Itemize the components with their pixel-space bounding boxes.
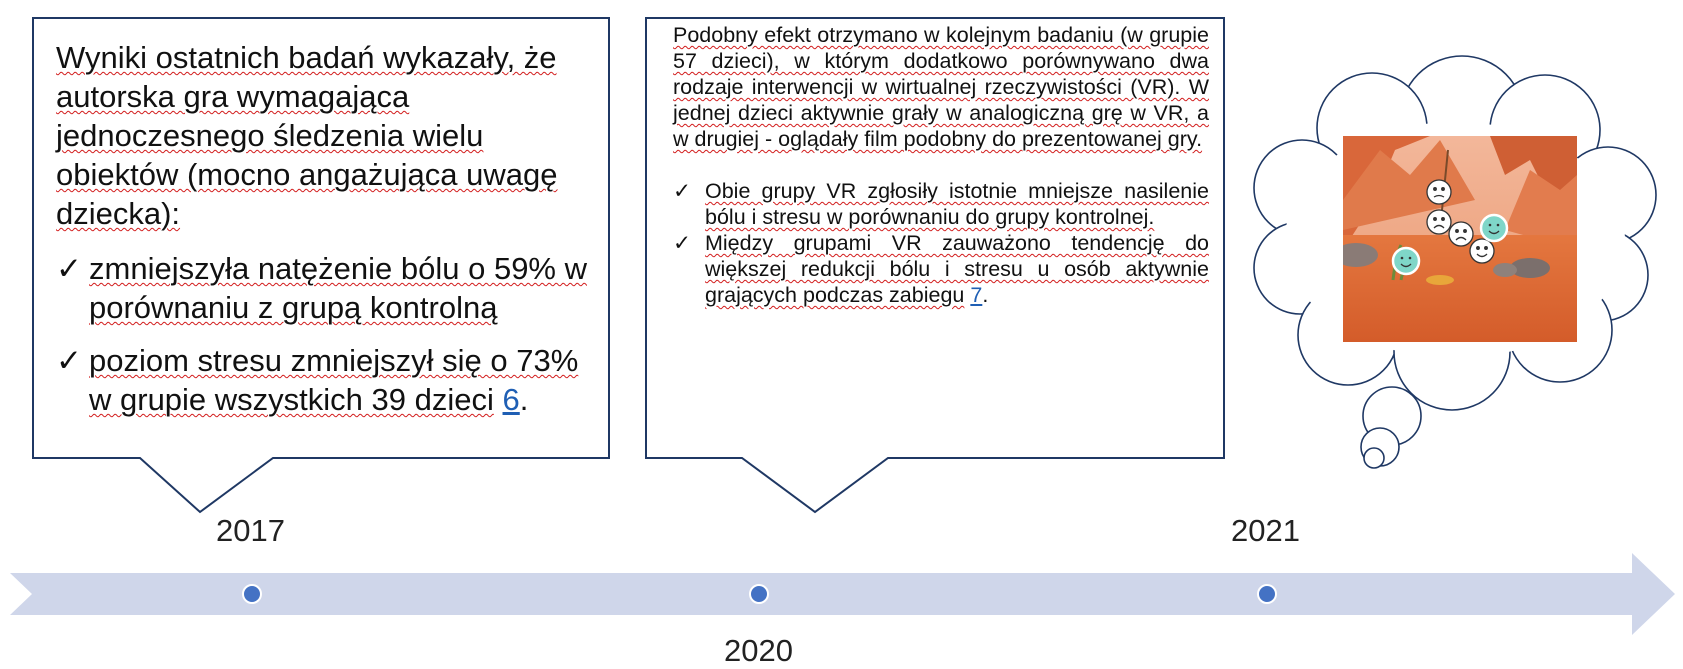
timeline-dot-2017 — [242, 584, 262, 604]
left-bullet-2-suffix: . — [519, 382, 529, 417]
smiling-face-icon — [1391, 246, 1421, 276]
middle-bullet-2-text: Między grupami VR zauważono tendencję do… — [705, 231, 1209, 307]
sad-face-icon — [1426, 209, 1452, 235]
checkmark-icon: ✓ — [673, 231, 692, 255]
smiling-face-icon — [1479, 213, 1509, 243]
smiling-face-icon — [1469, 238, 1495, 264]
middle-bullet-1-text: Obie grupy VR zgłosiły istotnie mniejsze… — [705, 179, 1209, 229]
left-bullet-1-text: zmniejszyła natężenie bólu o 59% w porów… — [89, 251, 587, 325]
callout-text-left: Wyniki ostatnich badań wykazały, że auto… — [56, 38, 596, 433]
callout-box-left — [32, 17, 610, 514]
timeline-dot-2021 — [1257, 584, 1277, 604]
reference-link-6[interactable]: 6 — [502, 382, 520, 417]
sad-face-icon — [1448, 221, 1474, 247]
checkmark-icon: ✓ — [56, 251, 82, 286]
year-label-2017: 2017 — [216, 513, 285, 548]
checkmark-icon: ✓ — [673, 179, 692, 203]
middle-bullet-1: ✓ Obie grupy VR zgłosiły istotnie mniejs… — [673, 178, 1209, 230]
timeline-arrow — [10, 553, 1675, 635]
left-bullet-2: ✓ poziom stresu zmniejszył się o 73% w g… — [56, 341, 596, 419]
year-label-2021: 2021 — [1231, 513, 1300, 548]
left-bullet-2-text: poziom stresu zmniejszył się o 73% w gru… — [89, 343, 579, 417]
callout-box-middle — [645, 17, 1225, 514]
middle-bullet-2: ✓ Między grupami VR zauważono tendencję … — [673, 230, 1209, 308]
emoji-face-icons — [1391, 179, 1509, 276]
left-intro: Wyniki ostatnich badań wykazały, że auto… — [56, 40, 558, 231]
left-bullet-1: ✓ zmniejszyła natężenie bólu o 59% w por… — [56, 249, 596, 327]
timeline-dot-2020 — [749, 584, 769, 604]
neutral-face-icon — [1426, 179, 1452, 205]
callout-text-middle: Podobny efekt otrzymano w kolejnym badan… — [673, 22, 1209, 308]
year-label-2020: 2020 — [724, 633, 793, 668]
reference-link-7[interactable]: 7 — [970, 283, 983, 307]
middle-bullet-2-suffix: . — [982, 283, 989, 307]
middle-intro: Podobny efekt otrzymano w kolejnym badan… — [673, 23, 1209, 151]
checkmark-icon: ✓ — [56, 343, 82, 378]
